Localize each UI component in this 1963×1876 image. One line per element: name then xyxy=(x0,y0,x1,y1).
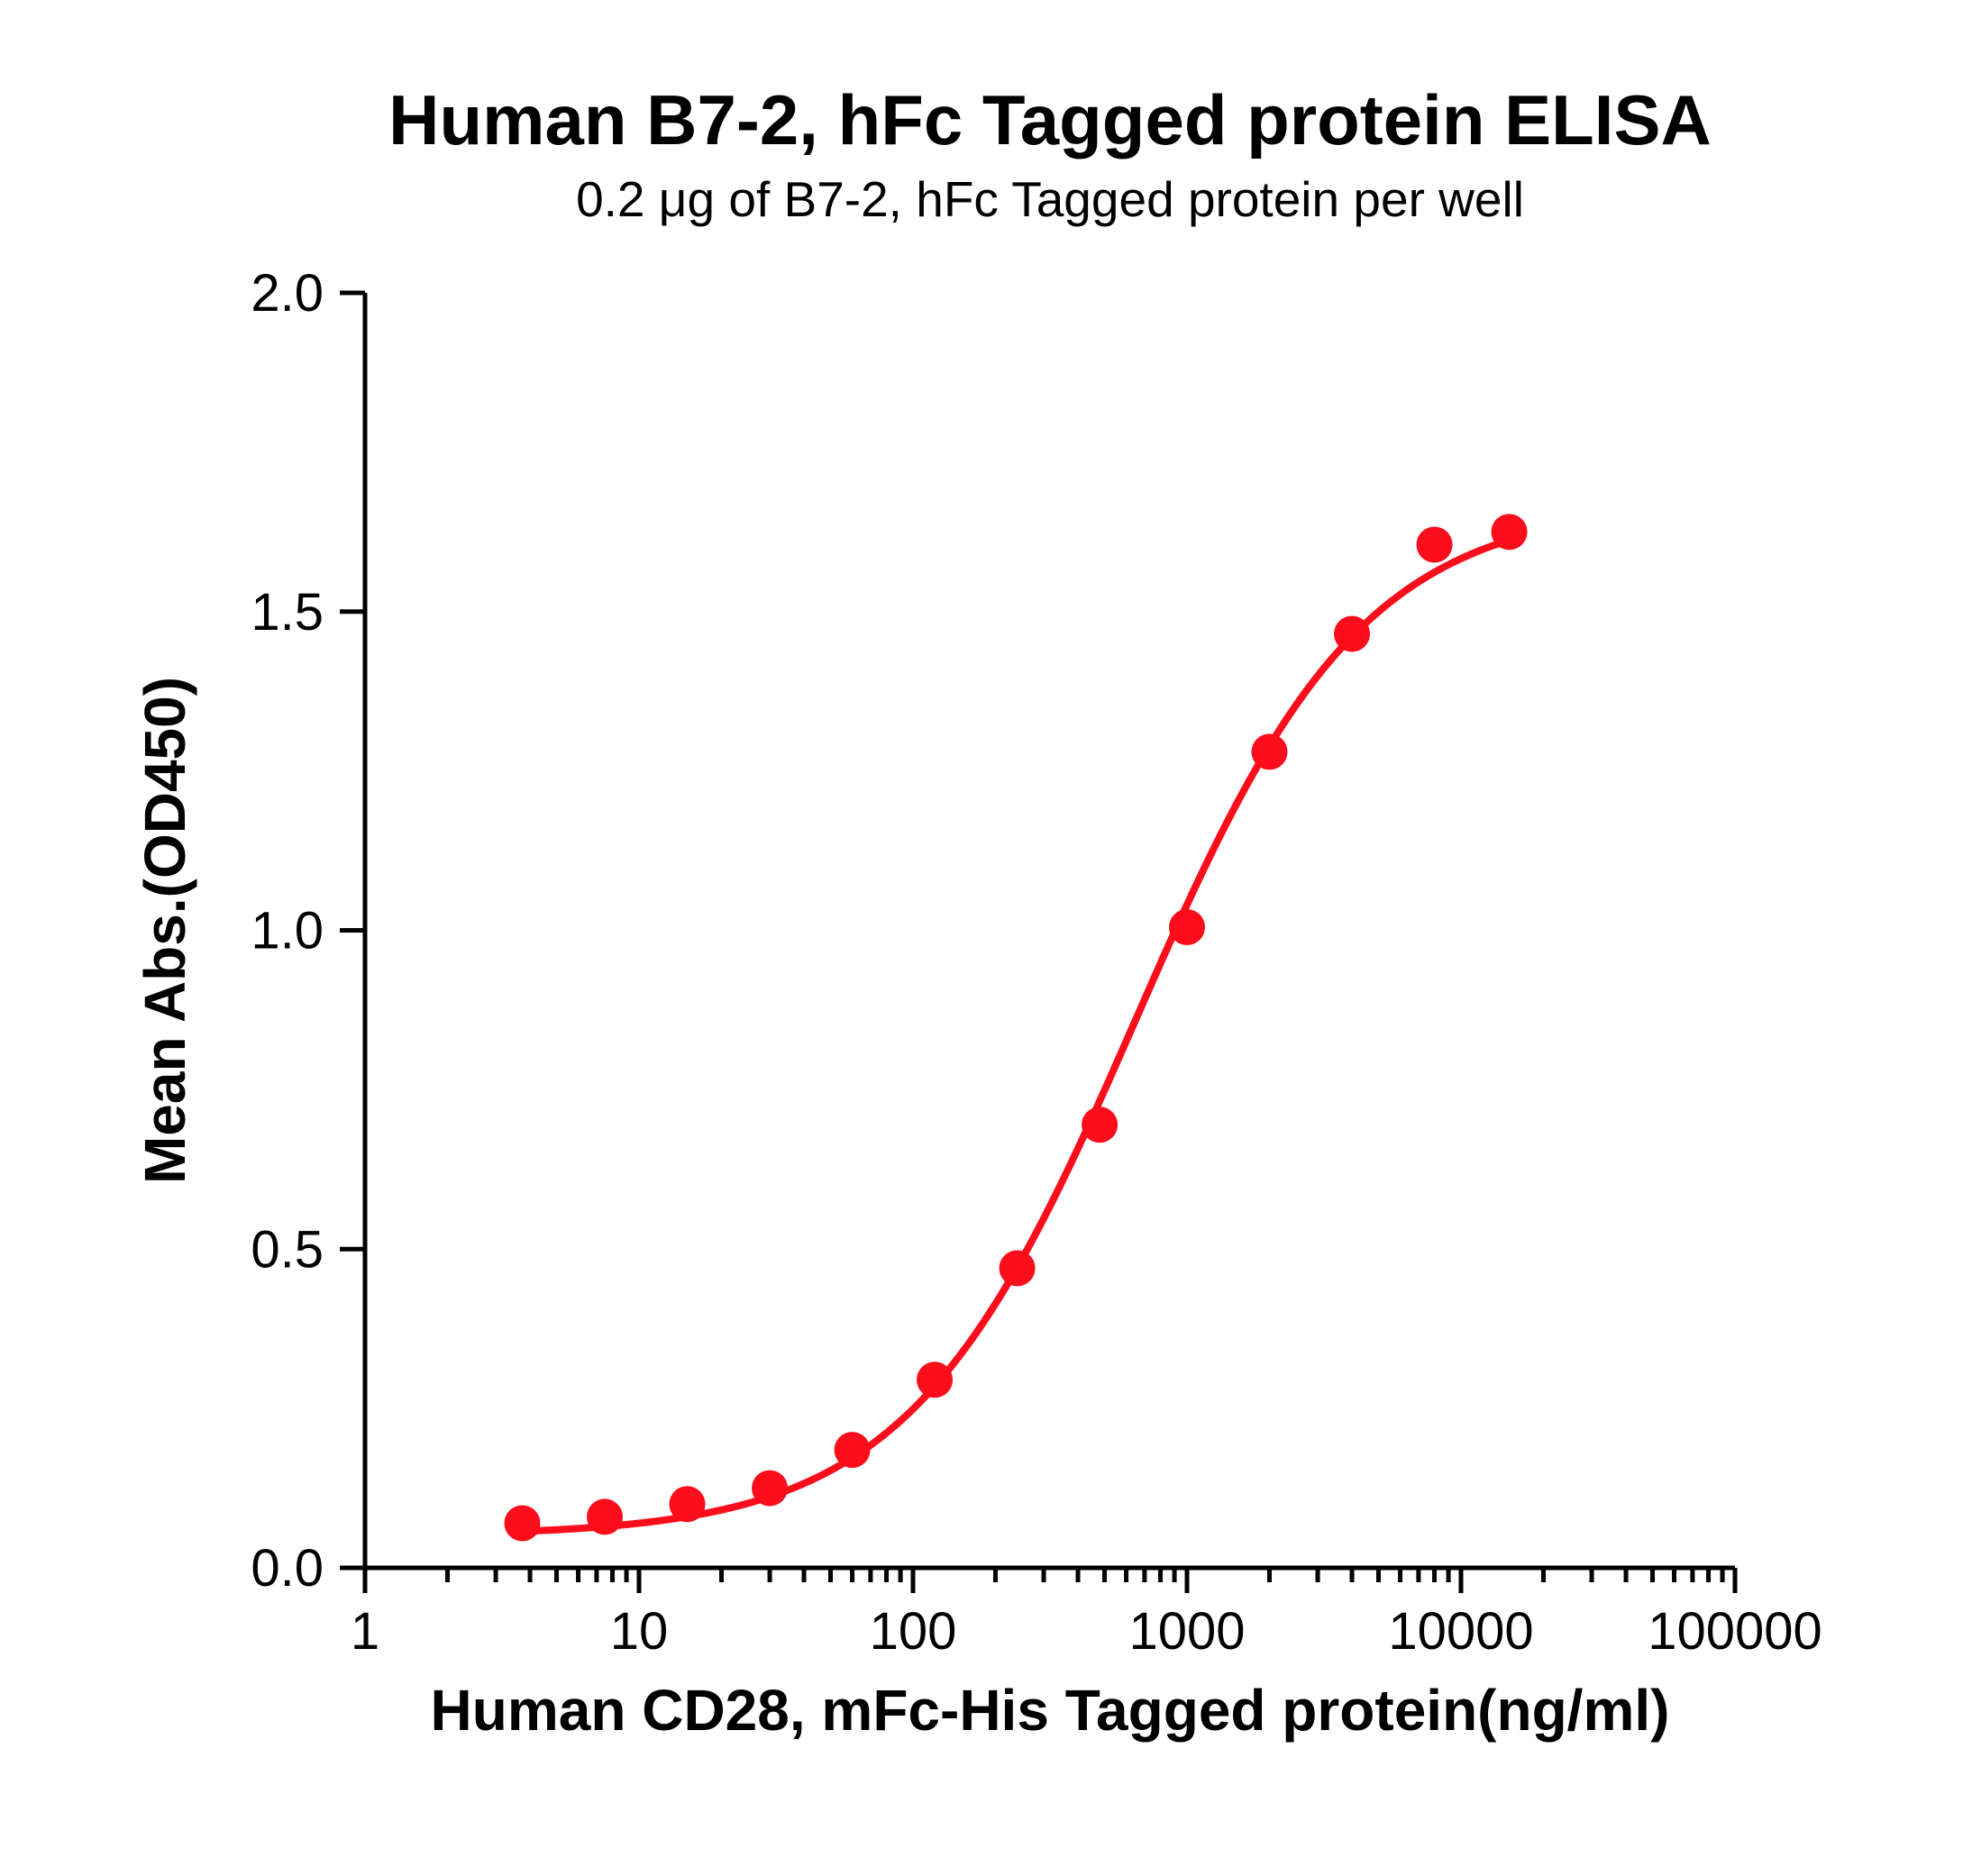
data-point xyxy=(587,1498,623,1534)
chart-title: Human B7-2, hFc Tagged protein ELISA xyxy=(388,80,1712,159)
x-tick-label: 100000 xyxy=(1648,1602,1822,1661)
data-point xyxy=(1082,1106,1118,1143)
data-point xyxy=(1169,909,1205,945)
data-point xyxy=(670,1486,706,1522)
y-tick-label: 2.0 xyxy=(251,264,324,323)
chart-subtitle: 0.2 μg of B7-2, hFc Tagged protein per w… xyxy=(576,171,1524,227)
y-tick-label: 0.0 xyxy=(251,1539,324,1598)
x-tick-label: 1000 xyxy=(1128,1602,1245,1661)
chart-container: Human B7-2, hFc Tagged protein ELISA 0.2 … xyxy=(0,0,1963,1876)
data-point xyxy=(1000,1250,1036,1286)
y-tick-label: 1.5 xyxy=(251,583,324,642)
x-tick-label: 100 xyxy=(870,1602,957,1661)
fit-curve xyxy=(523,540,1510,1531)
data-point xyxy=(835,1432,871,1468)
x-tick-label: 10 xyxy=(610,1602,669,1661)
data-point xyxy=(1417,526,1453,562)
data-point xyxy=(752,1471,788,1507)
y-tick-label: 1.0 xyxy=(251,902,324,961)
data-point xyxy=(1334,616,1370,652)
x-tick-label: 10000 xyxy=(1388,1602,1533,1661)
data-point xyxy=(1492,514,1528,550)
data-point xyxy=(505,1505,541,1541)
data-point xyxy=(1252,733,1288,770)
x-tick-label: 1 xyxy=(351,1602,379,1661)
y-axis-label: Mean Abs.(OD450) xyxy=(132,677,197,1184)
x-axis-label: Human CD28, mFc-His Tagged protein(ng/ml… xyxy=(431,1678,1670,1743)
data-point xyxy=(917,1361,953,1398)
y-tick-label: 0.5 xyxy=(251,1220,324,1279)
chart-svg: Human B7-2, hFc Tagged protein ELISA 0.2 … xyxy=(0,0,1963,1876)
